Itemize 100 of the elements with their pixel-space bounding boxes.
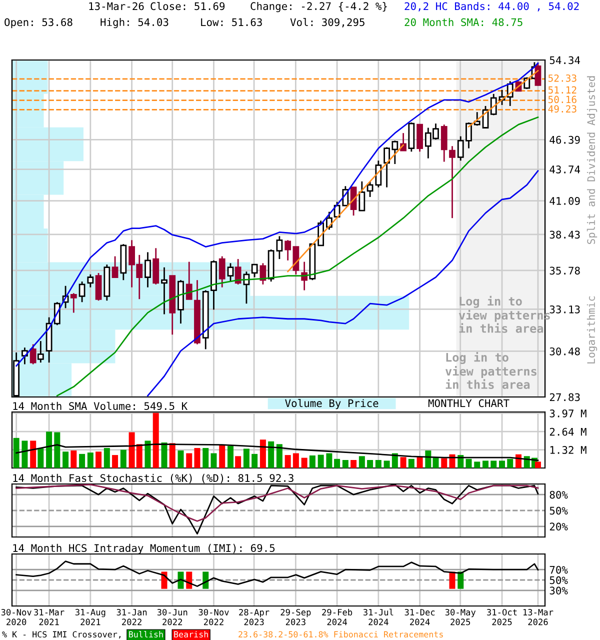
y-tick-label: 50% <box>550 576 568 584</box>
bar <box>342 460 348 468</box>
chart-title: 14 Month HCS Intraday Momentum (IMI): 69.5 <box>13 544 275 554</box>
bar <box>120 450 126 468</box>
x-tick-label: 31-Jan 2022 <box>116 608 147 626</box>
bar <box>507 458 514 468</box>
text: MONTHLY CHART <box>428 399 510 408</box>
y-tick-label: 43.74 <box>550 166 580 174</box>
bar <box>22 440 28 468</box>
bar <box>46 432 52 468</box>
text: Vol: 309,295 <box>290 18 364 28</box>
candlestick <box>144 252 151 288</box>
text: Split and Dividend Adjusted <box>586 76 598 244</box>
bar <box>38 448 44 468</box>
text: Change: -2.27 {-4.2 %} <box>250 2 387 12</box>
x-tick-label: 30-Nov 2022 <box>198 608 229 626</box>
bar <box>301 458 308 468</box>
text: Low: 51.63 <box>201 18 262 26</box>
bar <box>186 453 192 468</box>
bar <box>54 432 60 468</box>
line-series <box>16 484 539 522</box>
chart-title: 14 Month Fast Stochastic (%K) (%D): 81.5 92.3 <box>13 474 294 484</box>
candlestick <box>227 262 234 282</box>
bar <box>228 446 234 468</box>
candlestick <box>112 256 118 278</box>
candlestick <box>37 340 44 364</box>
bar <box>350 460 357 468</box>
x-tick-label: 13-Mar 2026 <box>523 608 554 626</box>
bar <box>194 448 200 468</box>
bar <box>276 444 282 468</box>
bar <box>87 452 94 468</box>
candlestick <box>358 180 366 212</box>
bar <box>161 442 168 468</box>
text: Volume By Price <box>285 399 378 410</box>
bar <box>178 450 184 468</box>
bar <box>326 453 332 468</box>
bar <box>292 453 299 468</box>
ref-line-label: 49.23 <box>548 105 576 113</box>
bar <box>243 448 250 468</box>
candlestick <box>218 256 226 288</box>
bar <box>96 452 102 468</box>
text: Bearish <box>174 631 208 638</box>
y-tick-label: 70% <box>550 566 568 574</box>
y-tick-label: 1.32 M <box>550 446 586 454</box>
bar <box>392 453 398 468</box>
candlestick <box>186 261 192 300</box>
bar <box>219 444 226 468</box>
candlestick <box>161 266 168 315</box>
bar <box>466 458 472 468</box>
text: High: 54.03 <box>100 18 168 28</box>
text: 20 Month SMA: 48.75 <box>404 18 522 26</box>
candlestick <box>30 344 36 365</box>
y-tick-label: 2.64 M <box>550 428 586 436</box>
text: 20,2 HC Bands: 44.00 , 54.02 <box>404 2 579 12</box>
y-tick-label: 41.09 <box>550 197 580 205</box>
candlestick <box>474 111 480 126</box>
bar <box>70 450 77 468</box>
x-tick-label: 31-Oct 2025 <box>487 608 517 626</box>
candlestick <box>87 274 94 288</box>
bar <box>144 440 151 468</box>
bar <box>474 462 480 468</box>
candlestick <box>234 258 242 286</box>
bar <box>358 456 365 468</box>
bar <box>318 454 324 468</box>
y-tick-label: 30.48 <box>550 347 580 356</box>
y-tick-label: 3.97 M <box>550 409 586 418</box>
bar <box>284 455 291 468</box>
text: Close: 51.69 <box>150 2 225 10</box>
y-tick-label: 30% <box>550 586 568 595</box>
bar <box>334 458 340 468</box>
x-tick-label: 28-Apr 2023 <box>239 608 270 626</box>
y-tick-label: 80% <box>550 490 568 499</box>
bar <box>169 443 176 468</box>
candlestick <box>95 272 102 302</box>
text: 23.6-38.2-50-61.8% Fibonacci Retracements <box>238 631 443 638</box>
bar <box>482 460 489 468</box>
bar <box>367 460 374 468</box>
candlestick <box>416 124 423 152</box>
bar <box>408 458 414 468</box>
bar <box>375 460 382 468</box>
bar <box>62 452 69 468</box>
chart-title: 14 Month SMA Volume: 549.5 K <box>13 402 188 410</box>
candlestick <box>78 280 86 303</box>
candlestick <box>70 292 77 314</box>
bar <box>30 440 36 468</box>
annotation: Log in to view patterns in this area <box>445 352 536 389</box>
bar <box>384 460 390 468</box>
bar <box>490 460 497 468</box>
ref-line-label: 51.12 <box>548 86 576 94</box>
x-tick-label: 31-Mar 2021 <box>34 608 64 626</box>
bar <box>202 448 209 468</box>
bar <box>13 438 20 468</box>
bar <box>79 454 86 468</box>
x-tick-label: 29-Sep 2023 <box>280 608 311 626</box>
bar <box>534 462 541 468</box>
bar <box>400 457 406 468</box>
y-tick-label: 33.13 <box>550 305 580 314</box>
bar <box>152 412 159 468</box>
ref-line-label: 52.33 <box>548 74 576 82</box>
text: Open: 53.68 <box>4 18 72 28</box>
